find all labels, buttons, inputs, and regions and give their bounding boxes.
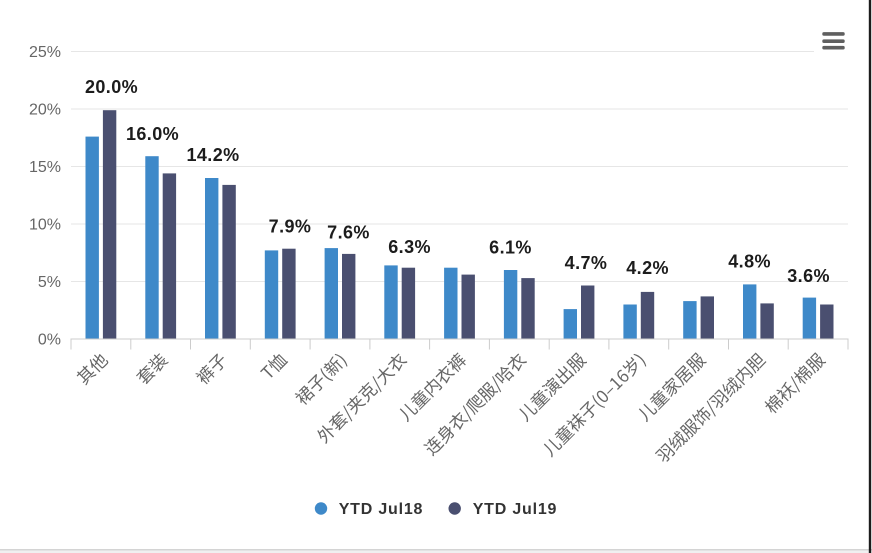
svg-text:YTD Jul18: YTD Jul18 (339, 501, 424, 518)
svg-text:4.7%: 4.7% (565, 253, 608, 273)
svg-text:6.3%: 6.3% (388, 237, 431, 257)
svg-text:25%: 25% (29, 44, 61, 61)
svg-text:0%: 0% (38, 332, 61, 349)
svg-text:4.8%: 4.8% (728, 252, 771, 272)
svg-text:10%: 10% (29, 217, 61, 234)
svg-text:5%: 5% (38, 274, 61, 291)
svg-text:14.2%: 14.2% (186, 145, 239, 165)
svg-text:15%: 15% (29, 159, 61, 176)
svg-text:7.6%: 7.6% (327, 223, 370, 243)
svg-text:6.1%: 6.1% (489, 238, 532, 258)
svg-text:4.2%: 4.2% (626, 258, 669, 278)
svg-text:7.9%: 7.9% (269, 217, 312, 237)
svg-text:16.0%: 16.0% (126, 124, 179, 144)
svg-text:3.6%: 3.6% (787, 266, 830, 286)
svg-text:20.0%: 20.0% (85, 77, 138, 97)
svg-text:YTD Jul19: YTD Jul19 (473, 501, 558, 518)
svg-text:20%: 20% (29, 102, 61, 119)
